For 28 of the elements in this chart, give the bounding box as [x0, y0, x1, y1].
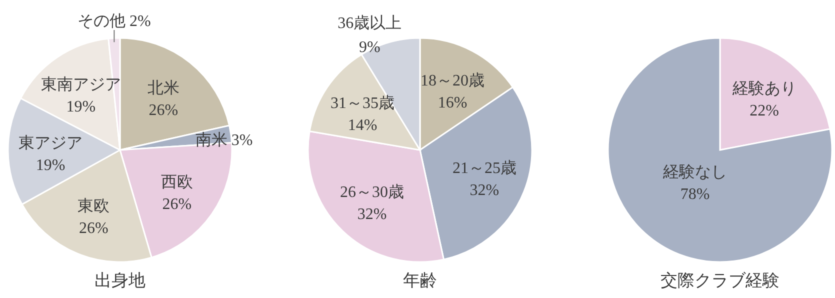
slice-label: 経験なし: [662, 164, 728, 182]
data-label: 22%: [750, 102, 779, 120]
text: 年齢: [403, 271, 437, 290]
slice-label: 36歳以上: [338, 14, 402, 32]
data-label: 26%: [78, 220, 108, 238]
data-label: 19%: [36, 156, 66, 174]
text: 出身地: [94, 271, 146, 290]
slice-label: 北米: [147, 78, 180, 97]
slice-label: 26～30歳: [340, 183, 404, 202]
data-label: 32%: [470, 182, 500, 199]
slice-label: 東南アジア: [40, 76, 121, 94]
slice-label: 東アジア: [18, 134, 83, 152]
slice-label: 21～25歳: [452, 158, 516, 177]
data-label: 26%: [162, 196, 192, 213]
slice-label: 東欧: [78, 197, 110, 216]
data-label: 14%: [348, 117, 378, 134]
slice-label: 18～20歳: [420, 72, 485, 90]
slice-label: 経験あり: [731, 80, 796, 98]
data-label: 9%: [358, 39, 380, 56]
text: 交際クラブ経験: [660, 271, 780, 290]
slice-label: 31～35歳: [330, 94, 394, 112]
data-label: 32%: [357, 206, 387, 224]
data-label: 26%: [148, 102, 178, 119]
data-label: 19%: [66, 98, 96, 116]
slice-label: その他 2%: [78, 13, 151, 30]
data-label: 16%: [438, 94, 468, 112]
slice-label: 西欧: [160, 174, 193, 191]
data-label: 78%: [680, 186, 710, 204]
